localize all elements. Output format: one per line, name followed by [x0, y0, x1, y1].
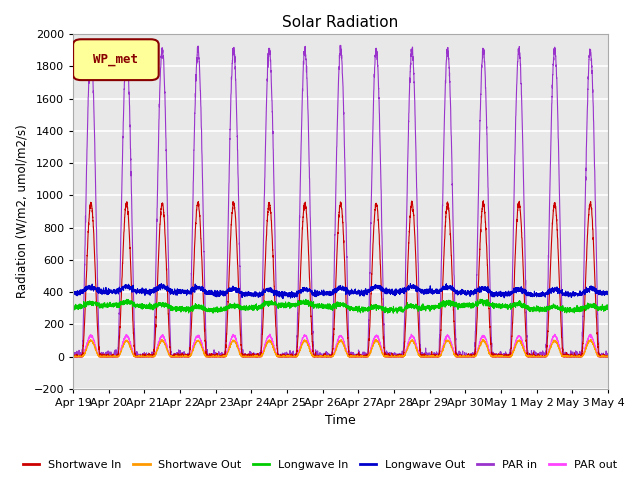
Shortwave Out — [587, 336, 595, 342]
Shortwave In — [479, 198, 487, 204]
Longwave Out — [461, 288, 468, 294]
Longwave Out — [157, 281, 165, 287]
Line: Shortwave Out: Shortwave Out — [73, 339, 608, 357]
Shortwave In — [461, 353, 468, 359]
Shortwave In — [491, 354, 499, 360]
Shortwave In — [166, 335, 173, 340]
PAR in — [604, 354, 612, 360]
PAR out — [266, 331, 274, 337]
Shortwave In — [321, 353, 328, 359]
Line: Longwave In: Longwave In — [73, 299, 608, 313]
Line: Longwave Out: Longwave Out — [73, 284, 608, 299]
PAR out — [604, 354, 612, 360]
Longwave In — [604, 306, 611, 312]
Y-axis label: Radiation (W/m2, umol/m2/s): Radiation (W/m2, umol/m2/s) — [15, 125, 28, 299]
Shortwave Out — [460, 353, 468, 359]
Line: PAR in: PAR in — [73, 45, 608, 357]
Shortwave In — [604, 352, 611, 358]
FancyBboxPatch shape — [73, 39, 159, 80]
PAR in — [431, 354, 439, 360]
Longwave In — [69, 302, 77, 308]
Longwave In — [604, 306, 612, 312]
PAR out — [604, 353, 611, 359]
PAR in — [604, 350, 611, 356]
Longwave In — [209, 310, 217, 316]
PAR in — [166, 302, 173, 308]
PAR in — [461, 354, 468, 360]
PAR in — [337, 42, 344, 48]
Longwave In — [321, 302, 328, 308]
Shortwave Out — [604, 354, 611, 360]
Longwave Out — [491, 289, 499, 295]
X-axis label: Time: Time — [325, 414, 356, 427]
Longwave Out — [321, 289, 328, 295]
Shortwave In — [604, 354, 612, 360]
Shortwave Out — [604, 354, 612, 360]
Shortwave Out — [431, 354, 438, 360]
Shortwave Out — [69, 354, 77, 360]
Shortwave In — [69, 353, 77, 359]
Line: Shortwave In: Shortwave In — [73, 201, 608, 357]
PAR out — [69, 354, 77, 360]
Longwave In — [165, 302, 173, 308]
Shortwave Out — [321, 354, 328, 360]
Longwave Out — [604, 291, 611, 297]
PAR out — [431, 354, 439, 360]
PAR in — [70, 354, 77, 360]
Longwave In — [476, 296, 484, 302]
Longwave Out — [279, 296, 287, 301]
Longwave Out — [69, 288, 77, 294]
Shortwave Out — [491, 354, 499, 360]
Legend: Shortwave In, Shortwave Out, Longwave In, Longwave Out, PAR in, PAR out: Shortwave In, Shortwave Out, Longwave In… — [19, 456, 621, 474]
PAR out — [491, 354, 499, 360]
Longwave In — [461, 304, 468, 310]
Shortwave In — [431, 354, 438, 360]
Line: PAR out: PAR out — [73, 334, 608, 357]
Shortwave Out — [165, 351, 173, 357]
Longwave Out — [166, 286, 173, 292]
Title: Solar Radiation: Solar Radiation — [282, 15, 399, 30]
PAR out — [321, 354, 328, 360]
PAR out — [166, 352, 173, 358]
Longwave In — [431, 304, 438, 310]
Longwave In — [491, 302, 499, 308]
PAR in — [491, 354, 499, 360]
PAR in — [321, 354, 328, 360]
PAR out — [69, 354, 77, 360]
Shortwave In — [69, 354, 77, 360]
Text: WP_met: WP_met — [93, 53, 138, 66]
PAR in — [69, 353, 77, 359]
Longwave Out — [604, 290, 612, 296]
Longwave Out — [431, 289, 439, 295]
PAR out — [461, 354, 468, 360]
